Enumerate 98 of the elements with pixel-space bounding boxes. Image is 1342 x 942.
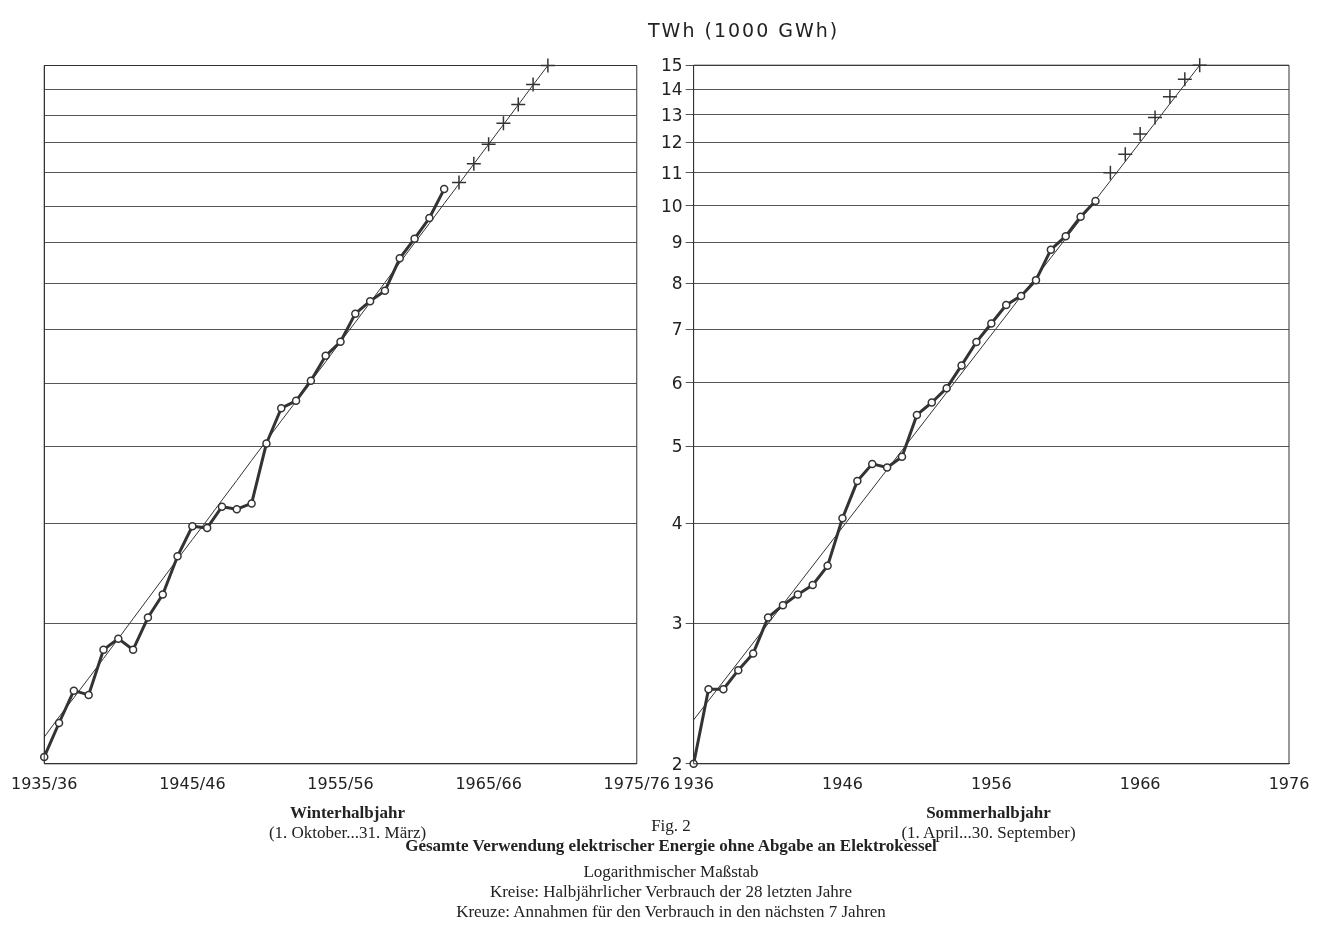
point (1147, 109, 1163, 126)
text: Winterhalbjahr (290, 803, 405, 822)
point (202, 523, 212, 533)
text: Logarithmischer Maßstab (582, 862, 760, 882)
caption: Fig. 2 (651, 816, 691, 835)
point (365, 296, 375, 306)
point (306, 376, 316, 385)
y-tick-label: 7 (671, 319, 683, 340)
point (853, 476, 862, 486)
point (466, 155, 482, 172)
point (173, 552, 182, 561)
point (1016, 291, 1026, 301)
point (69, 686, 79, 695)
x-tick-label: 1976 (1268, 773, 1310, 793)
point (217, 502, 227, 511)
point (942, 383, 951, 393)
y-tick-label: 13 (660, 104, 683, 125)
point (1117, 146, 1134, 163)
y-tick-label: 6 (671, 372, 683, 393)
point (1091, 196, 1100, 206)
x-tick-label: 1935/36 (11, 773, 78, 793)
y-tick-label: 8 (671, 273, 683, 294)
point (510, 96, 527, 113)
point (351, 309, 360, 318)
point (748, 649, 758, 658)
point (972, 337, 981, 347)
x-tick-label: 1936 (673, 773, 714, 793)
text: Sommerhalbjahr (926, 803, 1051, 822)
y-tick-label: 3 (671, 613, 683, 634)
point (1061, 231, 1070, 241)
point (1132, 126, 1148, 142)
y-tick-label: 4 (671, 513, 683, 534)
y-tick-label: 5 (671, 436, 683, 457)
point (114, 634, 123, 643)
y-tick-label: 10 (660, 195, 683, 216)
y-tick-label: 9 (671, 232, 683, 253)
point (336, 337, 345, 346)
point (912, 410, 922, 420)
point (897, 452, 907, 461)
point (734, 665, 743, 675)
point (882, 463, 892, 472)
x-tick-label: 1945/46 (159, 773, 226, 793)
point (247, 499, 256, 508)
point (291, 396, 301, 406)
point (1076, 212, 1085, 221)
point (480, 136, 497, 153)
point (823, 561, 832, 571)
point (704, 684, 713, 694)
point (927, 398, 937, 407)
y-tick-label: 15 (660, 55, 683, 76)
point (1031, 275, 1041, 285)
x-tick-label: 1965/66 (455, 773, 522, 793)
point (451, 174, 467, 191)
point (1177, 71, 1193, 88)
point (277, 403, 286, 413)
text: Kreise: Halbjährlicher Verbrauch der 28 letzten Jahre (488, 882, 854, 902)
point (84, 690, 93, 700)
y-tick-label: 14 (660, 79, 683, 100)
point (957, 361, 966, 370)
point (525, 76, 541, 93)
point (1191, 57, 1208, 73)
point (1001, 300, 1011, 310)
y-tick-label: 2 (671, 753, 683, 774)
point (808, 580, 817, 590)
point (99, 645, 108, 654)
point (143, 613, 153, 622)
point (719, 684, 728, 694)
y-tick-label: 12 (660, 132, 683, 153)
point (1046, 245, 1056, 254)
x-tick-label: 1975/76 (603, 773, 670, 793)
point (395, 254, 404, 263)
point (425, 213, 434, 223)
point (1102, 164, 1119, 181)
point (128, 645, 138, 654)
point (793, 590, 803, 599)
point (867, 459, 877, 469)
point (495, 115, 512, 131)
point (439, 184, 449, 194)
point (1162, 88, 1178, 105)
point (321, 351, 330, 361)
point (763, 613, 773, 622)
point (987, 319, 996, 328)
point (838, 514, 847, 523)
point (262, 439, 271, 448)
point (410, 234, 419, 243)
y-tick-label: 11 (660, 162, 683, 183)
point (188, 521, 197, 531)
point (158, 590, 167, 599)
x-tick-label: 1966 (1119, 773, 1161, 793)
point (778, 600, 788, 610)
point (380, 286, 390, 296)
point (232, 504, 242, 514)
x-tick-label: 1955/56 (307, 773, 374, 793)
y-axis-title: TWh (1000 GWh) (648, 18, 841, 43)
x-tick-label: 1956 (970, 773, 1012, 793)
text: Kreuze: Annahmen für den Verbrauch in den nächsten 7 Jahren (455, 902, 887, 922)
x-tick-label: 1946 (822, 773, 863, 793)
point (54, 718, 64, 728)
